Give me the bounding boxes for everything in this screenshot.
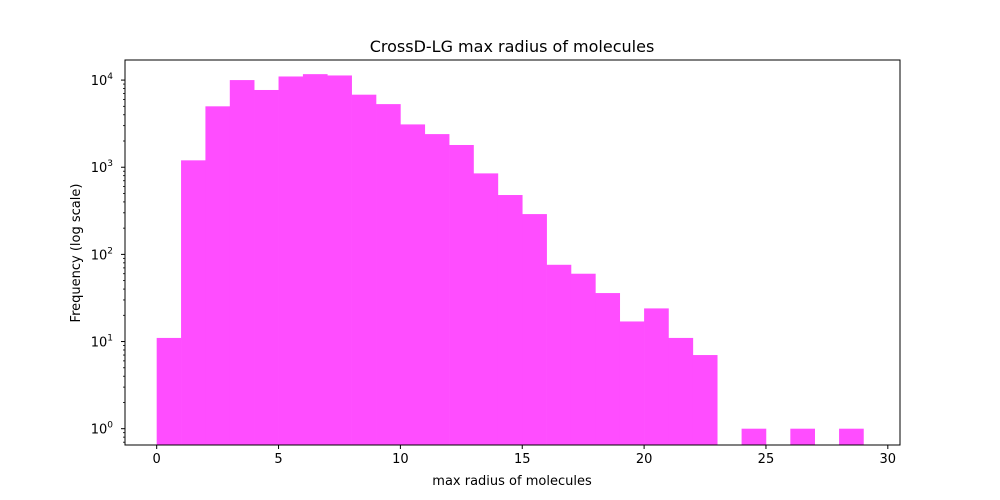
histogram-bar-2 (205, 106, 231, 445)
histogram-bar-10 (400, 124, 426, 445)
histogram-bar-9 (376, 104, 401, 446)
histogram-bar-6 (302, 74, 328, 445)
histogram-bar-8 (351, 94, 377, 446)
bars-group (156, 74, 864, 446)
histogram-bar-24 (790, 428, 815, 445)
histogram-bar-3 (229, 80, 255, 445)
x-tick-label: 0 (153, 452, 161, 467)
histogram-bar-14 (497, 195, 523, 445)
histogram-bar-13 (473, 173, 499, 445)
histogram-bar-5 (278, 76, 304, 445)
histogram-bar-19 (619, 321, 645, 445)
y-tick-label: 104 (91, 72, 114, 89)
histogram-bar-1 (181, 160, 206, 445)
x-tick-label: 30 (880, 452, 897, 467)
x-tick-label: 20 (636, 452, 653, 467)
y-tick-label: 102 (91, 246, 113, 263)
plot-frame (124, 59, 901, 446)
histogram-bar-22 (692, 355, 718, 445)
x-tick-label: 5 (274, 452, 282, 467)
y-tick-label: 101 (91, 334, 113, 351)
y-tick-label: 100 (91, 421, 114, 438)
histogram-bar-20 (644, 308, 669, 445)
histogram-bar-23 (741, 428, 767, 445)
histogram-bar-4 (254, 89, 279, 445)
histogram-bar-17 (570, 273, 596, 445)
histogram-bar-11 (424, 134, 450, 445)
histogram-bar-12 (449, 144, 474, 446)
x-tick-label: 10 (392, 452, 409, 467)
chart-title: CrossD-LG max radius of molecules (370, 37, 655, 56)
x-axis-label: max radius of molecules (432, 474, 592, 489)
x-tick-label: 25 (758, 452, 775, 467)
histogram-bar-15 (522, 214, 547, 445)
histogram-bar-21 (668, 337, 694, 445)
histogram-bar-16 (546, 264, 572, 445)
y-axis-label: Frequency (log scale) (69, 184, 84, 323)
x-tick-label: 15 (514, 452, 531, 467)
histogram-bar-0 (156, 337, 182, 445)
histogram-bar-18 (595, 293, 621, 445)
histogram-bar-7 (327, 75, 352, 446)
y-tick-label: 103 (91, 159, 113, 176)
histogram-bar-25 (839, 428, 864, 445)
y-axis-ticks: 100 101 102 103 104 (91, 72, 125, 443)
x-axis-ticks: 0 5 10 15 20 25 30 (153, 445, 897, 467)
